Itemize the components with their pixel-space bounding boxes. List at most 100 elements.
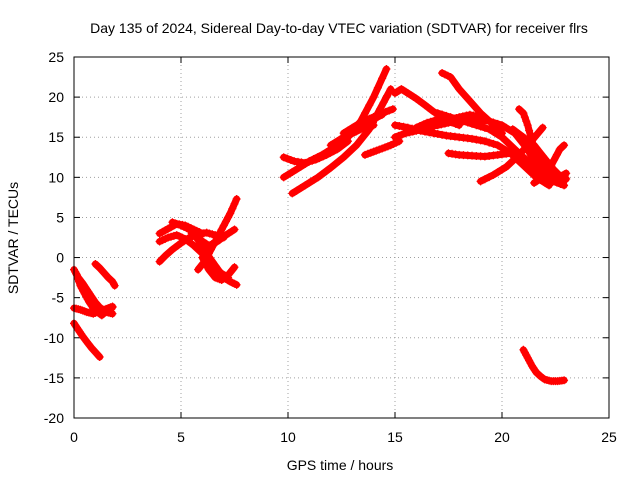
data-point (429, 129, 438, 138)
data-point (498, 165, 506, 174)
data-point (480, 123, 489, 132)
data-point (476, 136, 485, 145)
x-tick-label: 25 (601, 429, 617, 445)
data-point (232, 194, 241, 203)
data-point (74, 277, 83, 286)
data-point (485, 117, 494, 126)
data-point (109, 280, 118, 289)
data-point (448, 118, 457, 127)
data-point (519, 161, 528, 170)
data-point (523, 121, 532, 130)
data-point (502, 137, 511, 146)
data-point (498, 129, 506, 138)
y-tick-label: -5 (52, 290, 65, 306)
data-point (391, 121, 399, 130)
data-point (288, 189, 297, 198)
data-point (339, 129, 348, 138)
data-point (420, 127, 429, 136)
data-point (480, 175, 489, 184)
data-point (423, 118, 432, 127)
data-point (493, 168, 502, 177)
data-point (326, 141, 335, 150)
data-point (108, 302, 117, 311)
data-point (506, 149, 515, 158)
data-point (517, 107, 526, 116)
data-point (489, 170, 498, 179)
data-point (485, 173, 494, 182)
data-point (539, 374, 548, 383)
data-point (541, 169, 550, 178)
data-point (480, 137, 489, 146)
data-point (550, 155, 559, 164)
x-tick-label: 10 (280, 429, 296, 445)
data-point (224, 213, 233, 222)
data-point (373, 111, 382, 120)
data-point (476, 177, 485, 186)
data-point (279, 173, 288, 182)
data-point (352, 141, 361, 150)
data-point (498, 121, 506, 130)
data-point (228, 204, 237, 213)
data-point (204, 249, 213, 258)
data-point (515, 150, 524, 159)
y-tick-label: 10 (48, 169, 64, 185)
data-point (230, 225, 239, 234)
data-point (444, 117, 453, 126)
data-point (335, 156, 344, 165)
data-point (388, 105, 397, 114)
data-point (426, 117, 435, 126)
series-trace (188, 226, 238, 249)
data-point (522, 117, 531, 126)
data-point (301, 181, 310, 190)
data-point (391, 133, 399, 142)
series-arc-26 (444, 149, 515, 161)
y-tick-label: 5 (56, 209, 64, 225)
data-point (452, 81, 461, 90)
axis-ticks: 0 5 10 15 20 25 -20 -15 -10 -5 0 5 10 15 20 25 (44, 49, 617, 445)
data-point (382, 65, 391, 74)
y-tick-label: 20 (48, 89, 64, 105)
x-tick-label: 20 (494, 429, 510, 445)
data-point (451, 119, 460, 128)
chart-title: Day 135 of 2024, Sidereal Day-to-day VTE… (90, 20, 588, 36)
data-point (348, 123, 357, 132)
data-point (373, 83, 382, 92)
data-point (403, 123, 412, 132)
data-point (455, 85, 464, 94)
data-point (544, 165, 553, 174)
data-point (560, 376, 569, 385)
data-point (296, 184, 305, 193)
data-point (533, 157, 542, 166)
data-point (208, 257, 217, 266)
data-point (535, 127, 544, 136)
data-point (279, 153, 288, 162)
data-point (523, 165, 532, 174)
data-point (394, 131, 403, 140)
data-point (365, 101, 374, 110)
data-point (356, 119, 365, 128)
data-point (398, 130, 407, 139)
data-point (560, 170, 569, 179)
data-point (322, 166, 331, 175)
data-point (519, 133, 528, 142)
data-point (385, 106, 394, 115)
series-arc-19 (361, 137, 404, 159)
series-arc-24 (412, 115, 464, 132)
data-point (352, 121, 361, 130)
data-point (284, 170, 292, 179)
data-point (526, 131, 535, 140)
data-point (535, 161, 544, 170)
data-point (510, 145, 519, 154)
data-point (378, 109, 387, 118)
data-point (386, 85, 395, 94)
data-point (381, 107, 390, 116)
y-tick-label: 0 (56, 250, 64, 266)
series-arc-18 (339, 105, 397, 138)
x-axis-label: GPS time / hours (287, 457, 394, 473)
data-point (468, 134, 477, 143)
data-point (361, 116, 370, 125)
y-axis-label: SDTVAR / TECUs (5, 182, 21, 294)
data-point (309, 176, 318, 185)
data-point (318, 170, 327, 179)
data-point (433, 130, 442, 139)
